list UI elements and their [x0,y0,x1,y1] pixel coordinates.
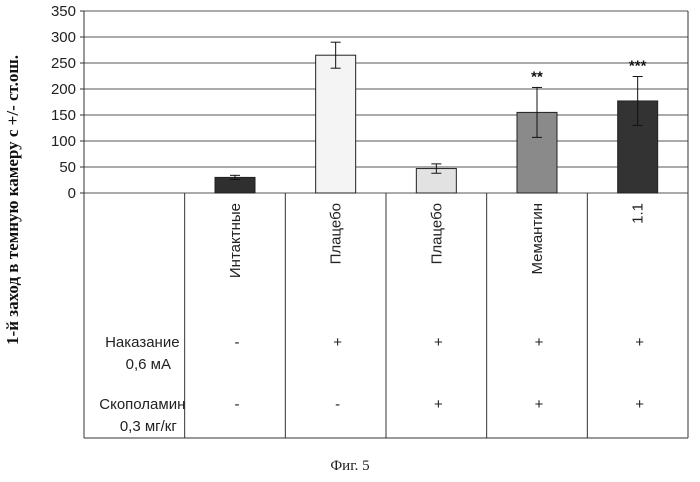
y-tick-label: 0 [68,185,76,202]
category-label: 1.1 [630,203,647,224]
row-label-line1: Скополамин [99,396,185,413]
treatment-rows: Наказание 0,6 мА - + + + + Скополамин 0,3 мг/кг -… [99,334,644,435]
bar [316,55,356,193]
bars: ***** [215,42,658,193]
treatment-mark: + [333,334,342,351]
y-tick-label: 100 [51,133,76,150]
treatment-mark: - [235,334,240,351]
y-tick-label: 150 [51,107,76,124]
row-label-line2: 0,3 мг/кг [120,418,178,435]
figure-caption: Фиг. 5 [330,458,369,474]
category-label: Плацебо [328,203,345,264]
y-tick-label: 50 [59,159,76,176]
category-table [84,11,688,438]
y-axis-label: 1-й заход в темную камеру с +/- ст.ош. [3,55,22,345]
treatment-mark: + [635,334,644,351]
treatment-mark: + [535,396,544,413]
row-label-line1: Наказание [105,334,179,351]
treatment-mark: - [235,396,240,413]
y-tick-label: 250 [51,55,76,72]
category-labels: Интактные Плацебо Плацебо Мемантин 1.1 [227,203,647,278]
treatment-mark: + [635,396,644,413]
y-tick-label: 350 [51,3,76,20]
y-tick-label: 200 [51,81,76,98]
treatment-mark: + [434,396,443,413]
row-label-line2: 0,6 мА [126,356,171,373]
gridlines [80,11,688,193]
treatment-mark: - [335,396,340,413]
category-label: Интактные [227,203,244,278]
category-label: Мемантин [529,203,546,274]
category-label: Плацебо [428,203,445,264]
y-axis-ticks: 0 50 100 150 200 250 300 350 [51,3,76,202]
significance-label: ** [531,68,543,85]
treatment-mark: + [535,334,544,351]
treatment-mark: + [434,334,443,351]
y-tick-label: 300 [51,29,76,46]
significance-label: *** [629,58,647,75]
